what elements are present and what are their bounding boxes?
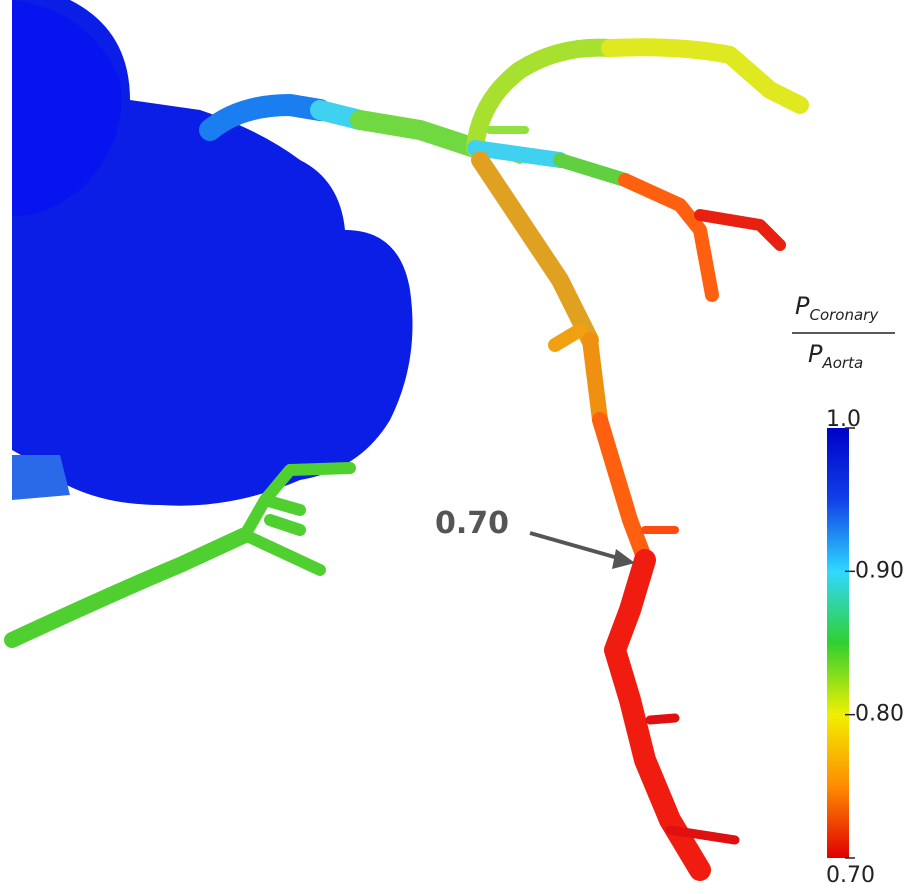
colorbar-tick-label: 0.80 xyxy=(855,702,904,727)
colorbar-tick-label: 0.70 xyxy=(826,863,875,888)
numerator-symbol: P xyxy=(795,292,810,320)
colorbar-denominator: PAorta xyxy=(808,340,863,372)
colorbar-numerator: PCoronary xyxy=(795,292,879,324)
denominator-symbol: P xyxy=(808,340,823,368)
colorbar-tick-label: 0.90 xyxy=(855,558,904,583)
annotation-label: 0.70 xyxy=(435,506,509,541)
annotation-arrow xyxy=(530,533,635,569)
numerator-subscript: Coronary xyxy=(809,306,879,324)
scene: 0.70 PCoronary PAorta 1.00.900.800.70 xyxy=(0,0,923,894)
colorbar-tick-label: 1.0 xyxy=(826,407,861,432)
heart xyxy=(12,0,413,506)
denominator-subscript: Aorta xyxy=(821,354,863,372)
colorbar xyxy=(827,428,849,858)
